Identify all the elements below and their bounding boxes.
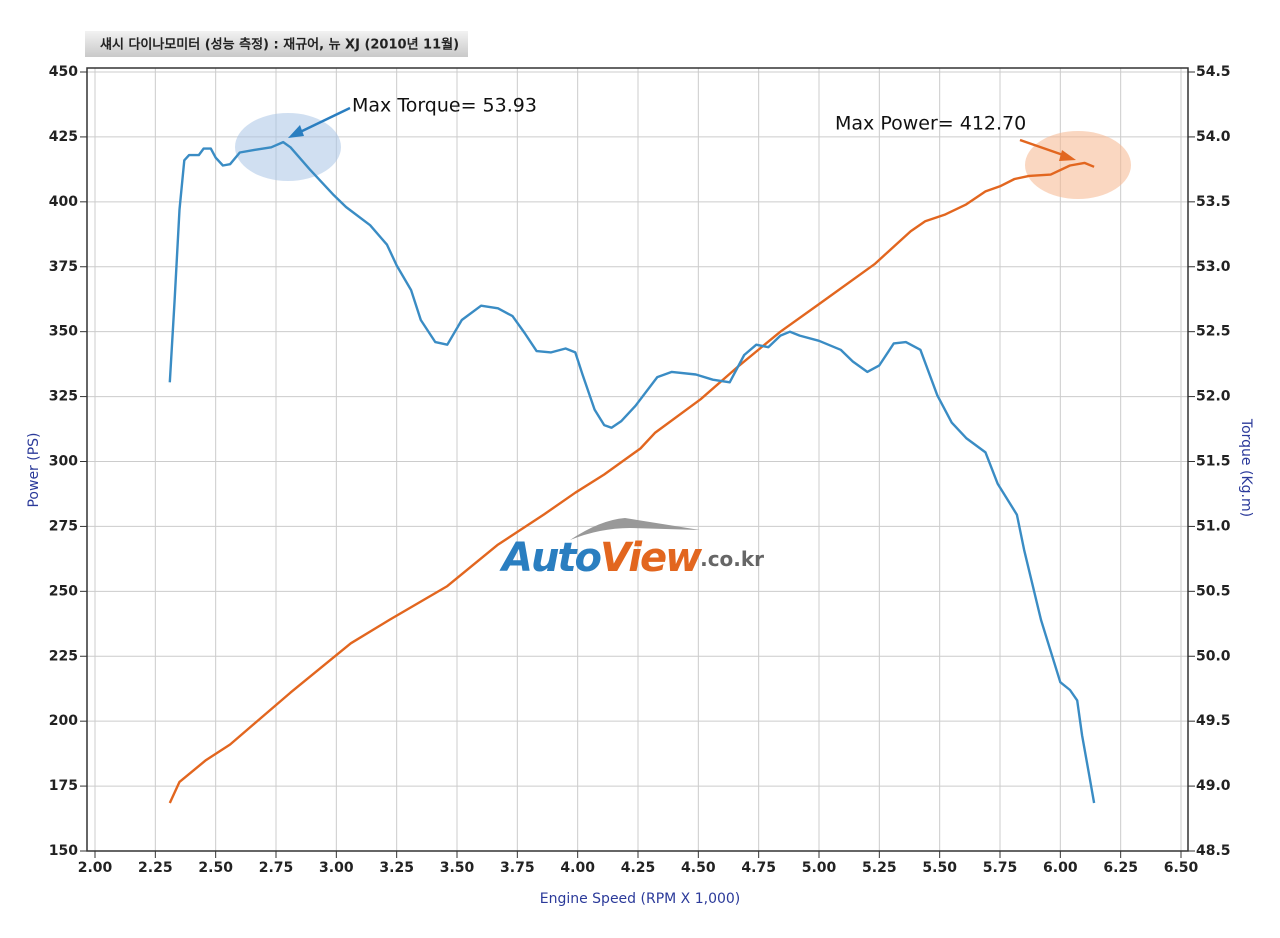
x-tick-label: 4.00 <box>560 860 595 876</box>
y-tick-label: 200 <box>49 713 78 729</box>
watermark: AutoView.co.kr <box>499 518 764 581</box>
torque-arrow <box>297 106 351 135</box>
y2-tick-label: 53.5 <box>1196 194 1231 210</box>
x-tick-label: 2.50 <box>198 860 233 876</box>
x-tick-label: 5.50 <box>922 860 957 876</box>
y2-tick-label: 54.0 <box>1196 129 1231 145</box>
y-tick-label: 175 <box>49 778 78 794</box>
y-tick-label: 300 <box>49 454 78 470</box>
series-line <box>168 161 1095 804</box>
x-tick-label: 2.75 <box>259 860 294 876</box>
y-tick-label: 325 <box>49 389 78 405</box>
y2-tick-label: 50.5 <box>1196 583 1231 599</box>
y2-tick-label: 52.0 <box>1196 389 1231 405</box>
watermark-text: AutoView.co.kr <box>499 535 764 581</box>
y2-tick-label: 52.5 <box>1196 324 1231 340</box>
y2-tick-label: 50.0 <box>1196 648 1231 664</box>
x-tick-label: 3.25 <box>379 860 414 876</box>
x-tick-label: 4.75 <box>741 860 776 876</box>
watermark-swoosh <box>570 518 700 540</box>
y2-tick-label: 54.5 <box>1196 64 1231 80</box>
watermark-domain: .co.kr <box>700 547 764 571</box>
series-line <box>168 140 1096 804</box>
torque-highlight <box>235 113 341 181</box>
y-tick-label: 350 <box>49 324 78 340</box>
title-box <box>85 31 468 57</box>
x-tick-label: 5.75 <box>983 860 1018 876</box>
y-tick-label: 450 <box>49 64 78 80</box>
annotation: Max Power= 412.70 <box>835 113 1026 135</box>
y2-tick-label: 51.5 <box>1196 454 1231 470</box>
y2-tick-label: 53.0 <box>1196 259 1231 275</box>
grid <box>80 68 1195 858</box>
y-tick-label: 425 <box>49 129 78 145</box>
x-tick-label: 4.25 <box>621 860 656 876</box>
watermark-view: View <box>600 535 703 581</box>
x-tick-label: 2.00 <box>78 860 113 876</box>
x-tick-label: 6.25 <box>1103 860 1138 876</box>
x-tick-label: 5.00 <box>802 860 837 876</box>
y2-tick-label: 51.0 <box>1196 518 1231 534</box>
x-tick-label: 6.50 <box>1164 860 1199 876</box>
y-tick-label: 375 <box>49 259 78 275</box>
y2-tick-label: 49.0 <box>1196 778 1231 794</box>
chart-title: 섀시 다이나모미터 (성능 측정) : 재규어, 뉴 XJ (2010년 11월… <box>100 37 459 53</box>
x-tick-label: 3.50 <box>440 860 475 876</box>
annotation: Max Torque= 53.93 <box>352 95 537 117</box>
x-tick-label: 3.00 <box>319 860 354 876</box>
y-tick-label: 400 <box>49 194 78 210</box>
plot-frame <box>86 67 1189 852</box>
y-tick-label: 250 <box>49 583 78 599</box>
x-axis-label: Engine Speed (RPM X 1,000) <box>540 891 741 907</box>
x-tick-label: 2.25 <box>138 860 173 876</box>
y2-tick-label: 48.5 <box>1196 843 1231 859</box>
x-tick-label: 5.25 <box>862 860 897 876</box>
y-tick-label: 275 <box>49 518 78 534</box>
x-tick-label: 4.50 <box>681 860 716 876</box>
y2-tick-label: 49.5 <box>1196 713 1231 729</box>
y-tick-label: 150 <box>49 843 78 859</box>
power-arrow <box>1019 138 1067 158</box>
watermark-auto: Auto <box>499 535 602 581</box>
lines <box>168 140 1096 804</box>
y-axis-label: Power (PS) <box>26 432 42 507</box>
x-tick-label: 6.00 <box>1043 860 1078 876</box>
torque-arrowhead <box>288 125 304 138</box>
x-tick-label: 3.75 <box>500 860 535 876</box>
power-arrowhead <box>1059 150 1076 161</box>
y-tick-label: 225 <box>49 648 78 664</box>
y2-axis-label: Torque (Kg.m) <box>1238 418 1254 517</box>
